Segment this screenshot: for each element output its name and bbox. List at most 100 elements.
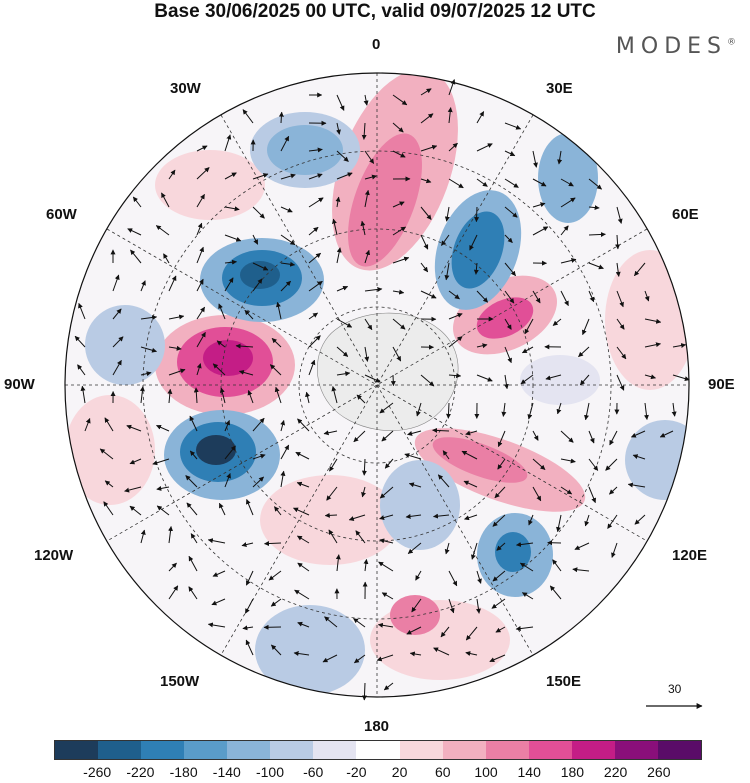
wind-arrow bbox=[584, 402, 590, 421]
colorbar-tick-label: 20 bbox=[391, 764, 408, 780]
wind-arrow bbox=[297, 418, 310, 432]
colorbar-tick-label: -140 bbox=[212, 764, 241, 780]
wind-arrow bbox=[379, 514, 394, 520]
wind-arrow bbox=[492, 570, 506, 582]
wind-arrow bbox=[532, 290, 541, 304]
wind-arrow bbox=[504, 122, 522, 130]
wind-arrow bbox=[296, 535, 310, 544]
wind-arrow bbox=[420, 206, 432, 220]
wind-arrow bbox=[469, 234, 478, 251]
wind-arrow bbox=[560, 258, 577, 264]
wind-arrow bbox=[324, 512, 338, 518]
wind-arrow bbox=[444, 542, 450, 555]
wind-arrow bbox=[532, 458, 546, 470]
wind-arrow bbox=[615, 234, 621, 250]
wind-arrow bbox=[476, 143, 493, 152]
wind-arrow bbox=[364, 318, 373, 331]
wind-arrow bbox=[408, 482, 422, 488]
wind-arrow bbox=[104, 417, 114, 432]
wind-arrow bbox=[584, 514, 590, 527]
colorbar-cell bbox=[614, 741, 658, 759]
lon-label-30e: 30E bbox=[546, 80, 573, 97]
wind-arrow bbox=[196, 193, 205, 208]
wind-arrow bbox=[476, 178, 488, 187]
wind-arrow bbox=[268, 570, 282, 581]
wind-arrow bbox=[242, 625, 254, 631]
wind-arrow bbox=[496, 542, 506, 551]
wind-arrow bbox=[671, 402, 677, 417]
wind-arrow bbox=[528, 514, 534, 526]
wind-arrow bbox=[381, 430, 394, 442]
wind-arrow bbox=[549, 585, 562, 600]
wind-arrow bbox=[196, 331, 206, 348]
lon-label-30w: 30W bbox=[170, 80, 201, 97]
wind-arrow bbox=[556, 402, 562, 415]
wind-arrow bbox=[193, 387, 199, 404]
wind-arrow bbox=[448, 570, 458, 587]
wind-arrow bbox=[392, 346, 402, 362]
wind-arrow bbox=[168, 314, 185, 320]
wind-arrow bbox=[405, 513, 422, 519]
wind-arrow bbox=[476, 290, 489, 303]
wind-arrow bbox=[491, 598, 506, 609]
colorbar-cell bbox=[442, 741, 486, 759]
lon-label-120e: 120E bbox=[672, 547, 708, 564]
map-title: Base 30/06/2025 00 UTC, valid 09/07/2025… bbox=[154, 1, 596, 22]
wind-arrow bbox=[308, 197, 324, 208]
wind-arrow bbox=[442, 450, 450, 460]
wind-arrow bbox=[336, 371, 351, 377]
wind-arrow bbox=[644, 342, 661, 348]
wind-arrow bbox=[501, 402, 507, 417]
wind-arrow bbox=[644, 374, 656, 380]
wind-arrow bbox=[440, 234, 450, 246]
wind-arrow bbox=[609, 486, 618, 495]
wind-arrow bbox=[218, 502, 226, 516]
wind-arrow bbox=[353, 618, 366, 628]
wind-arrow bbox=[411, 598, 422, 613]
wind-arrow bbox=[392, 318, 406, 330]
colorbar-cell bbox=[356, 741, 400, 759]
wind-arrow bbox=[476, 570, 482, 584]
wind-arrow bbox=[361, 458, 367, 476]
wind-arrow bbox=[168, 562, 177, 572]
wind-arrow bbox=[361, 122, 367, 140]
wind-arrow bbox=[448, 142, 458, 152]
wind-arrow bbox=[557, 150, 563, 165]
wind-arrow bbox=[433, 513, 450, 519]
wind-arrow bbox=[336, 247, 342, 264]
vector-reference-label: 30 bbox=[668, 682, 682, 696]
wind-arrow bbox=[224, 445, 236, 460]
wind-arrow bbox=[252, 417, 265, 432]
lon-label-0: 0 bbox=[372, 36, 381, 53]
wind-arrow bbox=[494, 486, 506, 499]
wind-arrow bbox=[463, 480, 478, 488]
wind-arrow bbox=[643, 402, 649, 420]
wind-arrow bbox=[308, 335, 321, 348]
wind-arrow bbox=[207, 622, 226, 628]
wind-arrow bbox=[392, 150, 406, 158]
wind-arrow bbox=[140, 371, 152, 377]
wind-arrow bbox=[156, 505, 170, 516]
wind-arrow bbox=[392, 201, 405, 208]
wind-arrow bbox=[448, 79, 456, 96]
colorbar-tick-label: 260 bbox=[647, 764, 671, 780]
wind-arrow bbox=[207, 538, 226, 544]
wind-arrow bbox=[473, 262, 479, 275]
wind-arrow bbox=[224, 419, 230, 432]
wind-arrow bbox=[308, 359, 316, 376]
wind-arrow bbox=[415, 402, 422, 417]
wind-arrow bbox=[560, 430, 574, 443]
wind-arrow bbox=[280, 173, 296, 180]
wind-arrow bbox=[293, 507, 310, 516]
wind-arrow bbox=[588, 458, 599, 471]
modes-logo: MODES® bbox=[615, 34, 736, 59]
wind-arrow bbox=[360, 220, 366, 236]
wind-arrow bbox=[377, 622, 394, 628]
wind-arrow bbox=[364, 286, 383, 292]
wind-arrow bbox=[140, 280, 146, 292]
wind-arrow bbox=[560, 197, 576, 208]
wind-arrow bbox=[448, 178, 464, 189]
wind-arrow bbox=[588, 231, 606, 237]
wind-arrow bbox=[212, 363, 226, 376]
wind-arrow bbox=[336, 122, 341, 135]
